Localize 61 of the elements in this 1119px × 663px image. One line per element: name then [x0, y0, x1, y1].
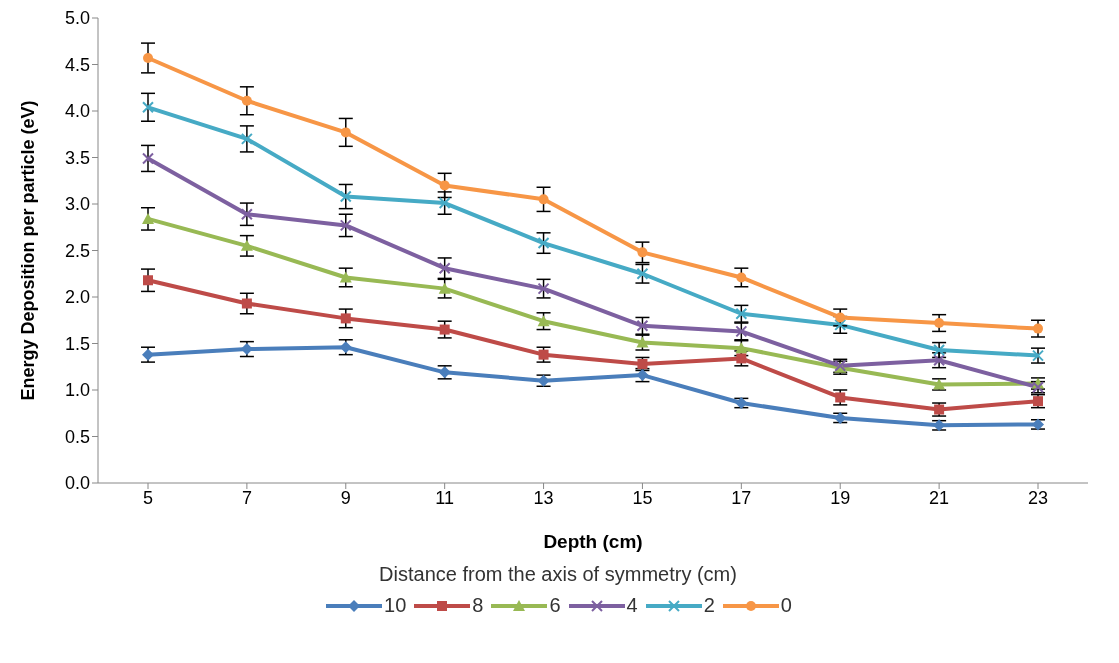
point — [142, 212, 154, 224]
point — [736, 272, 747, 283]
point — [241, 95, 252, 106]
y-tick-label: 5.0 — [64, 8, 90, 29]
y-tick-label: 2.5 — [64, 240, 90, 261]
point — [339, 271, 352, 283]
point — [240, 239, 253, 251]
point — [240, 132, 253, 145]
point — [934, 318, 945, 329]
point — [637, 247, 648, 258]
point — [538, 194, 549, 205]
y-tick-label: 4.0 — [64, 101, 90, 122]
y-axis-title: Energy Deposition per particle (eV) — [18, 100, 39, 401]
x-tick-label: 21 — [929, 487, 950, 508]
point — [537, 315, 550, 327]
legend-label: 2 — [703, 594, 715, 617]
legend-label: 10 — [384, 594, 407, 617]
point — [834, 318, 847, 331]
legend-title: Distance from the axis of symmetry (cm) — [378, 563, 738, 586]
y-tick-label: 0.5 — [64, 426, 90, 447]
x-tick-label: 5 — [142, 487, 154, 508]
point — [143, 52, 153, 63]
y-tick-label: 0.0 — [64, 473, 90, 494]
legend-label: 0 — [780, 594, 792, 617]
point — [438, 197, 451, 210]
point — [438, 262, 451, 275]
legend-label: 4 — [626, 594, 638, 617]
point — [438, 282, 451, 294]
y-tick-label: 3.5 — [64, 147, 90, 168]
x-tick-label: 19 — [830, 487, 851, 508]
point — [142, 152, 154, 165]
point — [636, 267, 649, 280]
x-tick-label: 13 — [533, 487, 554, 508]
y-tick-label: 1.5 — [64, 333, 90, 354]
x-axis-title: Depth (cm) — [543, 531, 643, 552]
y-tick-label: 4.5 — [64, 54, 90, 75]
point — [142, 101, 154, 114]
point — [340, 127, 351, 138]
point — [1033, 323, 1043, 334]
x-tick-label: 11 — [435, 487, 455, 508]
point — [439, 324, 450, 335]
point — [340, 313, 351, 324]
point — [835, 312, 846, 323]
y-tick-label: 1.0 — [64, 380, 90, 401]
point — [241, 298, 252, 309]
point — [537, 237, 550, 250]
point — [537, 282, 550, 295]
x-tick-label: 7 — [241, 487, 252, 508]
point — [339, 190, 352, 203]
legend-label: 6 — [549, 594, 561, 617]
point — [439, 180, 450, 191]
point — [240, 208, 253, 221]
y-tick-label: 2.0 — [64, 287, 90, 308]
x-tick-label: 17 — [731, 487, 752, 508]
x-tick-label: 9 — [340, 487, 351, 508]
point — [143, 275, 153, 286]
point — [339, 219, 352, 232]
y-tick-label: 3.0 — [64, 194, 90, 215]
x-tick-label: 15 — [632, 487, 653, 508]
x-tick-label: 23 — [1027, 487, 1049, 508]
legend-label: 8 — [472, 594, 484, 617]
